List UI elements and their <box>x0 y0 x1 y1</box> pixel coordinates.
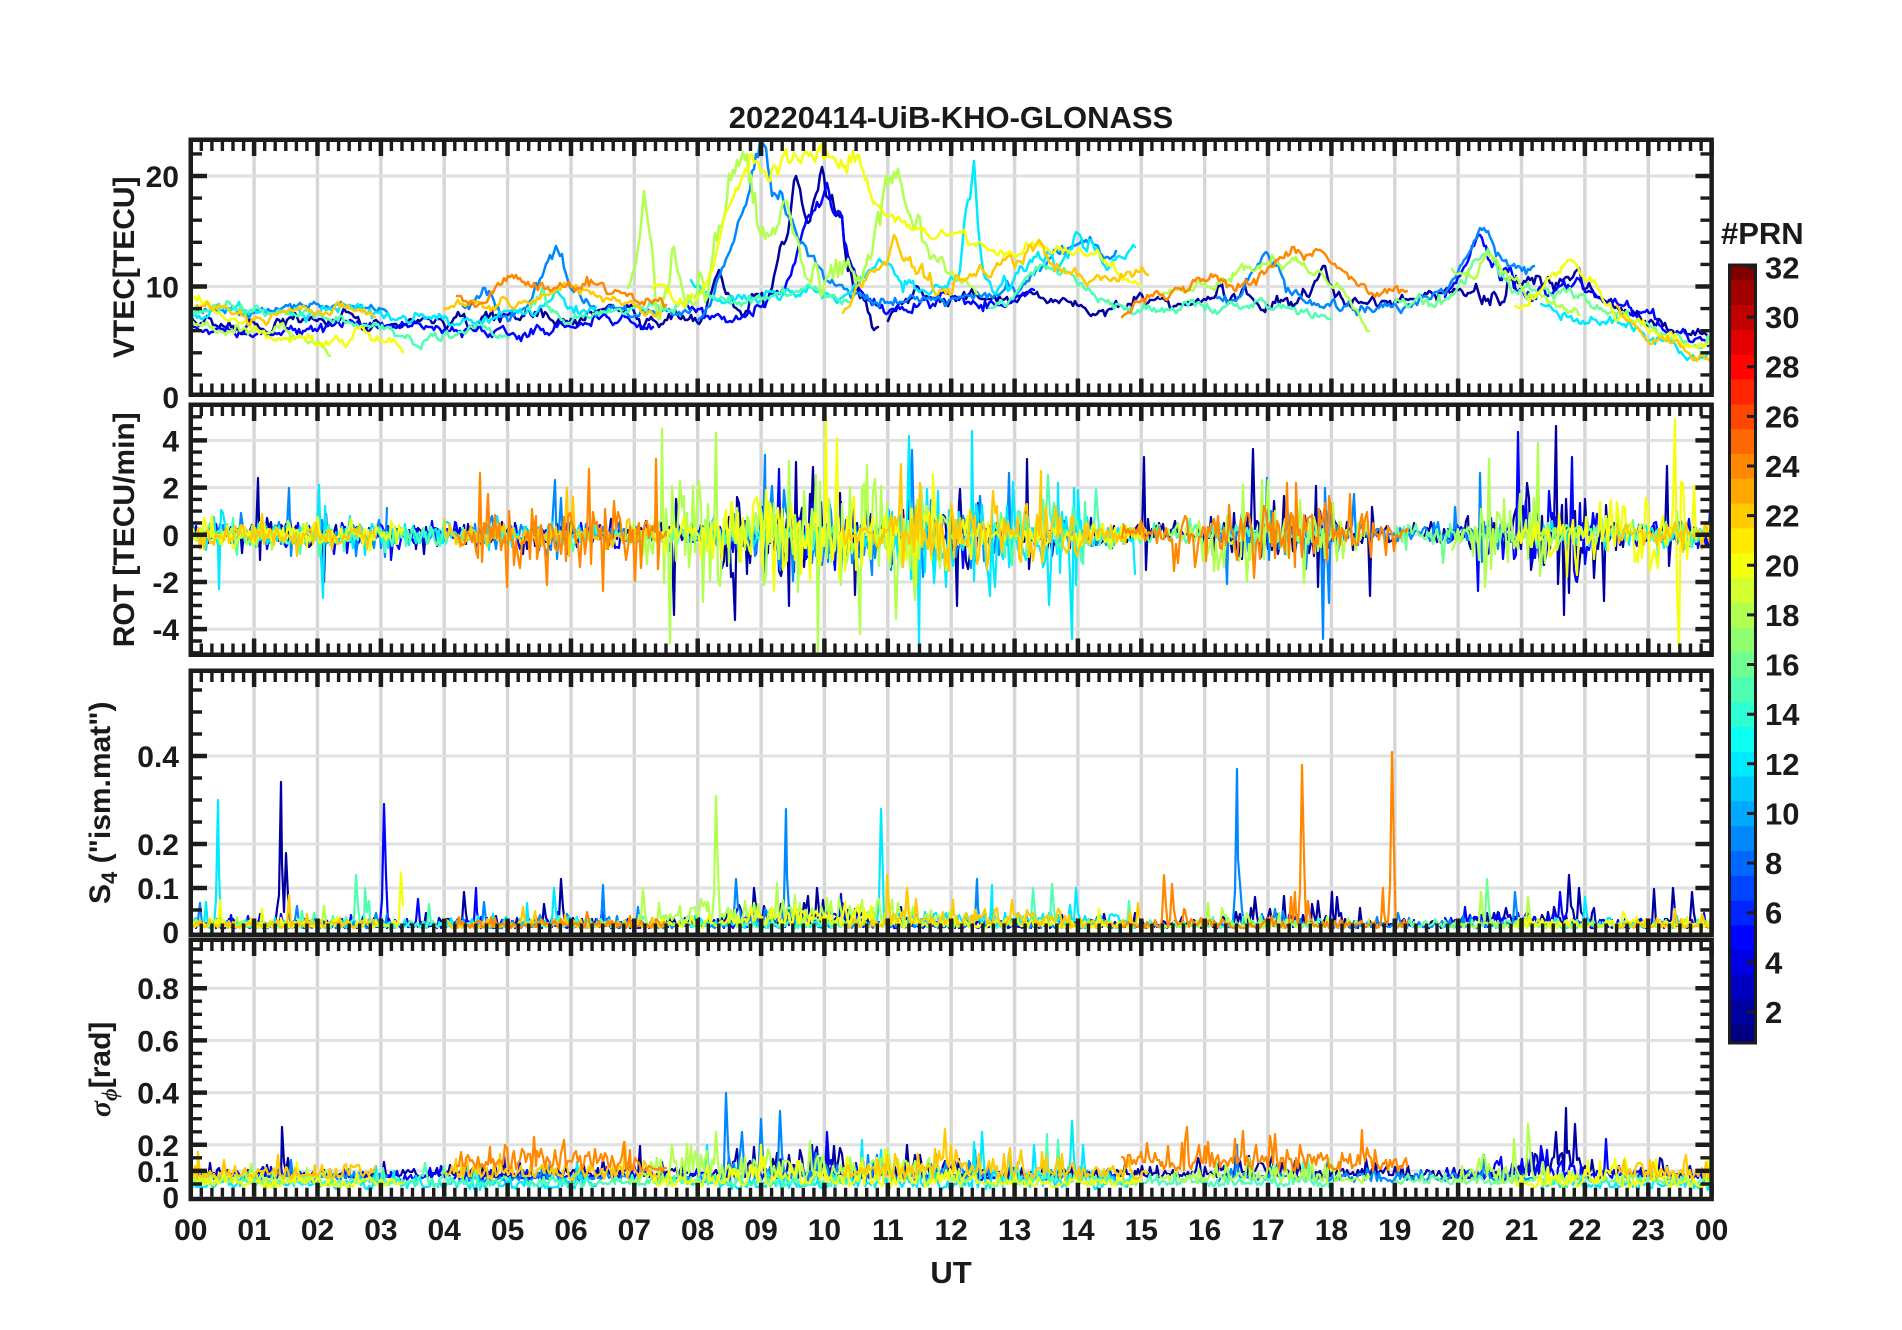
svg-text:2: 2 <box>1765 995 1782 1030</box>
svg-text:2: 2 <box>162 473 179 506</box>
svg-text:02: 02 <box>301 1214 334 1247</box>
svg-text:00: 00 <box>174 1214 207 1247</box>
svg-text:20: 20 <box>1765 548 1799 583</box>
svg-text:UT: UT <box>930 1255 971 1290</box>
svg-text:15: 15 <box>1125 1214 1158 1247</box>
svg-text:21: 21 <box>1505 1214 1538 1247</box>
svg-text:20: 20 <box>146 161 179 194</box>
svg-text:0.2: 0.2 <box>137 829 179 862</box>
svg-text:30: 30 <box>1765 300 1799 335</box>
svg-text:03: 03 <box>364 1214 397 1247</box>
svg-text:#PRN: #PRN <box>1721 216 1804 251</box>
svg-text:0.1: 0.1 <box>137 1156 179 1189</box>
svg-text:26: 26 <box>1765 399 1799 434</box>
svg-text:0.4: 0.4 <box>137 741 179 774</box>
svg-text:0.2: 0.2 <box>137 1130 179 1163</box>
svg-text:12: 12 <box>935 1214 968 1247</box>
svg-text:32: 32 <box>1765 251 1799 286</box>
svg-text:-2: -2 <box>152 567 179 600</box>
svg-text:20: 20 <box>1441 1214 1474 1247</box>
svg-text:07: 07 <box>618 1214 651 1247</box>
svg-text:4: 4 <box>162 425 179 458</box>
svg-text:04: 04 <box>428 1214 462 1247</box>
svg-text:11: 11 <box>872 1214 904 1247</box>
svg-text:0.6: 0.6 <box>137 1025 179 1058</box>
svg-text:6: 6 <box>1765 896 1782 931</box>
svg-text:0: 0 <box>162 382 179 415</box>
svg-text:VTEC[TECU]: VTEC[TECU] <box>108 176 141 358</box>
svg-text:22: 22 <box>1765 499 1799 534</box>
svg-text:17: 17 <box>1251 1214 1284 1247</box>
svg-text:06: 06 <box>554 1214 587 1247</box>
svg-text:10: 10 <box>1765 796 1799 831</box>
svg-text:10: 10 <box>146 272 179 305</box>
svg-text:23: 23 <box>1632 1214 1665 1247</box>
svg-text:19: 19 <box>1378 1214 1411 1247</box>
svg-text:20220414-UiB-KHO-GLONASS: 20220414-UiB-KHO-GLONASS <box>729 100 1173 135</box>
svg-text:σϕ[rad]: σϕ[rad] <box>84 1022 122 1118</box>
svg-text:28: 28 <box>1765 350 1799 385</box>
svg-text:00: 00 <box>1695 1214 1728 1247</box>
svg-text:08: 08 <box>681 1214 714 1247</box>
svg-text:22: 22 <box>1568 1214 1601 1247</box>
svg-text:14: 14 <box>1061 1214 1095 1247</box>
svg-text:0.4: 0.4 <box>137 1078 179 1111</box>
svg-text:16: 16 <box>1765 648 1799 683</box>
svg-text:0: 0 <box>162 520 179 553</box>
svg-text:0: 0 <box>162 917 179 950</box>
svg-text:13: 13 <box>998 1214 1031 1247</box>
svg-text:12: 12 <box>1765 747 1799 782</box>
svg-text:-4: -4 <box>152 614 179 647</box>
svg-text:01: 01 <box>237 1214 270 1247</box>
svg-text:05: 05 <box>491 1214 524 1247</box>
svg-text:4: 4 <box>1765 945 1783 980</box>
svg-text:18: 18 <box>1765 598 1799 633</box>
svg-text:0.1: 0.1 <box>137 873 179 906</box>
svg-text:8: 8 <box>1765 846 1782 881</box>
svg-text:09: 09 <box>744 1214 777 1247</box>
svg-text:24: 24 <box>1765 449 1800 484</box>
svg-text:18: 18 <box>1315 1214 1348 1247</box>
svg-text:0: 0 <box>162 1182 179 1215</box>
svg-text:0.8: 0.8 <box>137 973 179 1006</box>
svg-text:14: 14 <box>1765 697 1800 732</box>
svg-text:16: 16 <box>1188 1214 1221 1247</box>
svg-text:ROT [TECU/min]: ROT [TECU/min] <box>108 412 141 647</box>
svg-text:S4 ("ism.mat"): S4 ("ism.mat") <box>84 702 122 904</box>
svg-text:10: 10 <box>808 1214 841 1247</box>
